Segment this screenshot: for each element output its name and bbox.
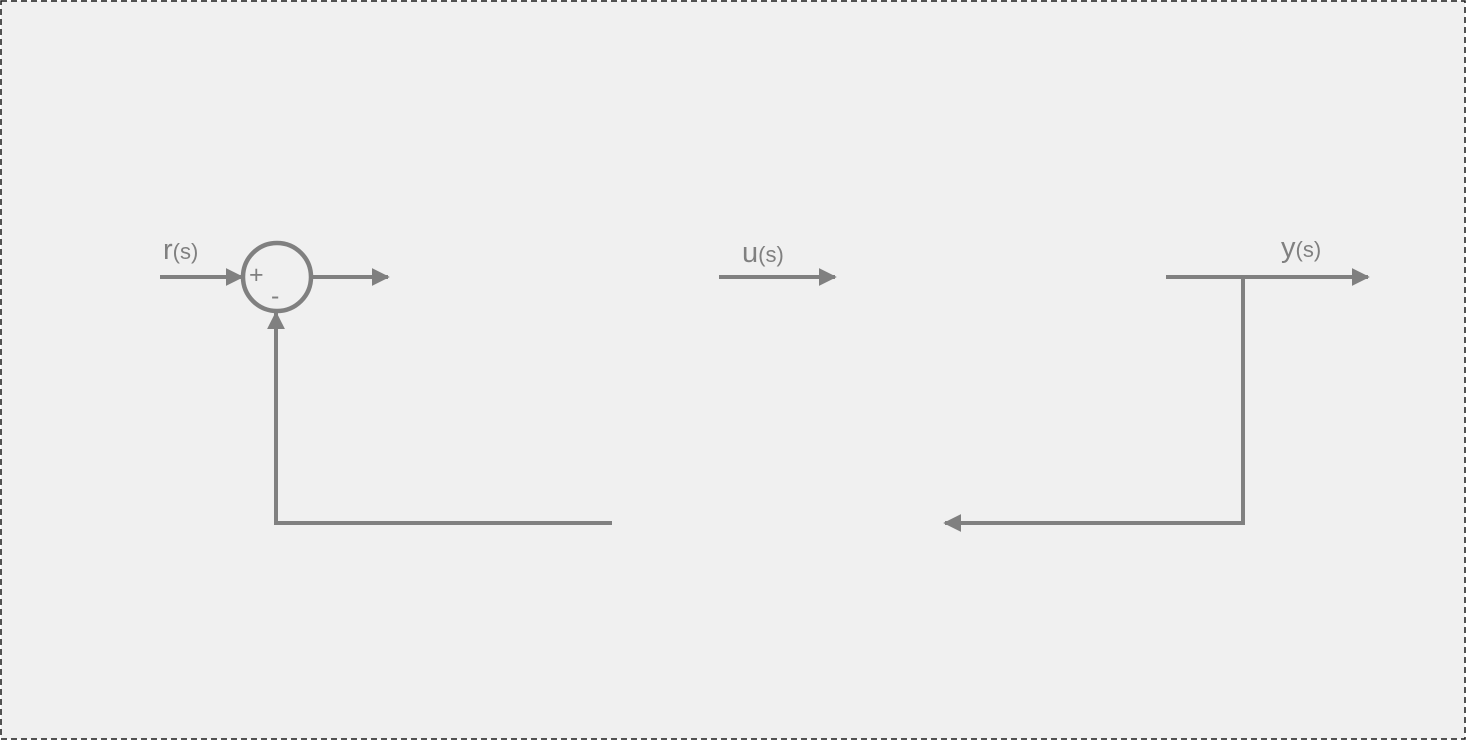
control-argument: (s) bbox=[758, 242, 784, 267]
output-signal-label: y(s) bbox=[1281, 234, 1321, 263]
feedback-takeoff-path bbox=[943, 277, 1245, 532]
reference-signal-label: r(s) bbox=[163, 236, 198, 265]
reference-symbol: r bbox=[163, 234, 173, 266]
summing-plus-sign: + bbox=[249, 261, 264, 289]
output-argument: (s) bbox=[1295, 237, 1322, 262]
feedback-return-path bbox=[267, 311, 612, 525]
output-symbol: y bbox=[1281, 232, 1296, 264]
summing-minus-sign: - bbox=[271, 282, 280, 310]
reference-argument: (s) bbox=[172, 239, 199, 264]
control-symbol: u bbox=[742, 237, 759, 269]
control-signal-label: u(s) bbox=[742, 239, 784, 268]
